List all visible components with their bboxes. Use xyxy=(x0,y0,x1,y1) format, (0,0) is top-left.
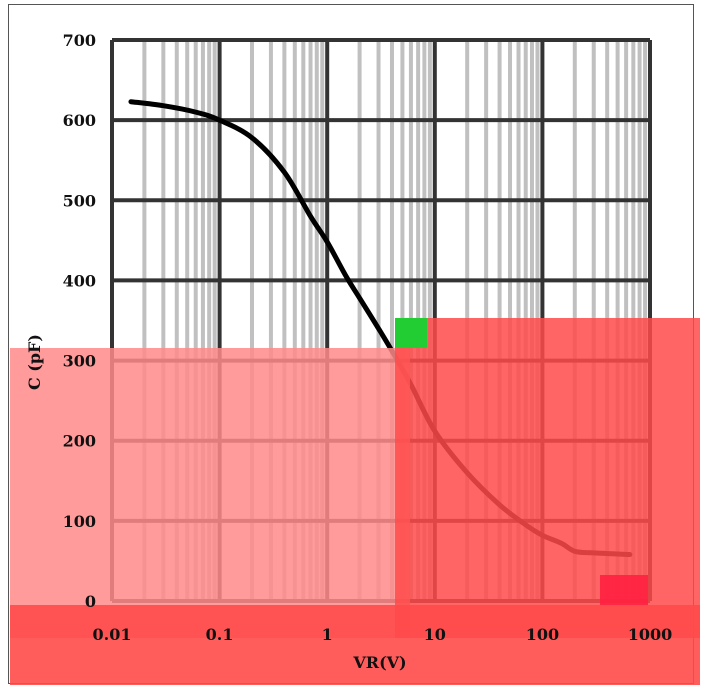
red-overlay-right xyxy=(395,318,700,638)
y-tick-label: 0 xyxy=(85,592,96,611)
x-tick-label: 100 xyxy=(526,625,559,644)
y-tick-label: 700 xyxy=(63,31,96,50)
x-tick-label: 1 xyxy=(322,625,333,644)
x-tick-label: 1000 xyxy=(628,625,673,644)
y-tick-label: 600 xyxy=(63,111,96,130)
red-overlay-bottom xyxy=(10,605,700,685)
x-tick-label: 0.1 xyxy=(206,625,234,644)
y-tick-label: 500 xyxy=(63,191,96,210)
y-tick-label: 100 xyxy=(63,512,96,531)
artifact-bottom-right xyxy=(600,575,648,605)
y-tick-label: 400 xyxy=(63,271,96,290)
y-tick-label: 200 xyxy=(63,432,96,451)
y-axis-label: C (pF) xyxy=(25,334,44,390)
x-axis-label: VR(V) xyxy=(352,653,406,672)
red-overlay-left xyxy=(10,348,410,638)
x-tick-label: 0.01 xyxy=(93,625,132,644)
x-tick-label: 10 xyxy=(424,625,446,644)
y-tick-label: 300 xyxy=(63,352,96,371)
green-artifact xyxy=(395,318,427,348)
